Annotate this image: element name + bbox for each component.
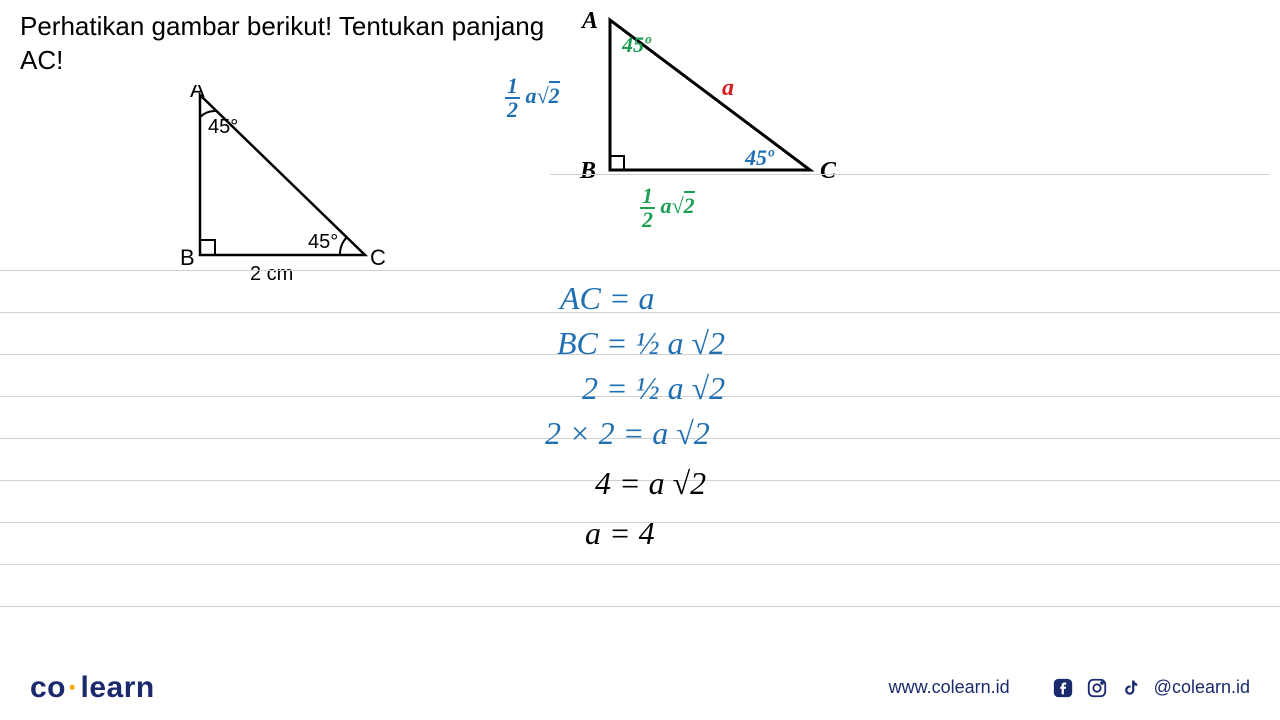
vertex-b: B bbox=[180, 245, 195, 270]
rule-line bbox=[0, 270, 1280, 271]
vertex-c: C bbox=[370, 245, 386, 270]
vertex-a: A bbox=[190, 85, 205, 102]
footer-url: www.colearn.id bbox=[889, 677, 1010, 698]
reference-triangle: A B C 45º 45º a bbox=[550, 10, 880, 230]
ref-left-side-label: 12 a√2 bbox=[505, 75, 560, 121]
problem-triangle: A B C 45° 45° 2 cm bbox=[160, 85, 390, 295]
work-line-4: 2 × 2 = a √2 bbox=[545, 415, 710, 452]
ref-vertex-b: B bbox=[579, 158, 596, 184]
brand-dot-icon: · bbox=[68, 671, 79, 704]
instagram-icon bbox=[1086, 677, 1108, 699]
question-line1: Perhatikan gambar berikut! Tentukan panj… bbox=[20, 11, 544, 41]
footer: co·learn www.colearn.id @colearn.id bbox=[0, 665, 1280, 720]
ref-hyp: a bbox=[722, 75, 734, 101]
work-line-6: a = 4 bbox=[585, 515, 655, 552]
ref-vertex-c: C bbox=[820, 158, 837, 184]
ref-vertex-a: A bbox=[580, 10, 598, 34]
ref-angle-c: 45º bbox=[744, 145, 775, 170]
ref-bottom-side-label: 12 a√2 bbox=[640, 185, 695, 231]
rule-line bbox=[0, 606, 1280, 607]
brand-learn: learn bbox=[81, 671, 155, 704]
work-line-2: BC = ½ a √2 bbox=[557, 325, 725, 362]
rule-line bbox=[550, 174, 1270, 175]
rule-line bbox=[0, 564, 1280, 565]
question-text: Perhatikan gambar berikut! Tentukan panj… bbox=[20, 10, 560, 78]
ref-angle-a: 45º bbox=[621, 32, 652, 57]
base-label: 2 cm bbox=[250, 263, 293, 285]
footer-handle: @colearn.id bbox=[1154, 677, 1250, 698]
facebook-icon bbox=[1052, 677, 1074, 699]
work-line-3: 2 = ½ a √2 bbox=[582, 370, 725, 407]
tiktok-icon bbox=[1120, 677, 1142, 699]
angle-a: 45° bbox=[208, 116, 238, 138]
brand-co: co bbox=[30, 671, 66, 704]
angle-c: 45° bbox=[308, 231, 338, 253]
question-line2: AC! bbox=[20, 45, 63, 75]
work-line-1: AC = a bbox=[560, 280, 654, 317]
brand-logo: co·learn bbox=[30, 671, 155, 705]
work-line-5: 4 = a √2 bbox=[595, 465, 706, 502]
footer-right: www.colearn.id @colearn.id bbox=[889, 677, 1250, 699]
